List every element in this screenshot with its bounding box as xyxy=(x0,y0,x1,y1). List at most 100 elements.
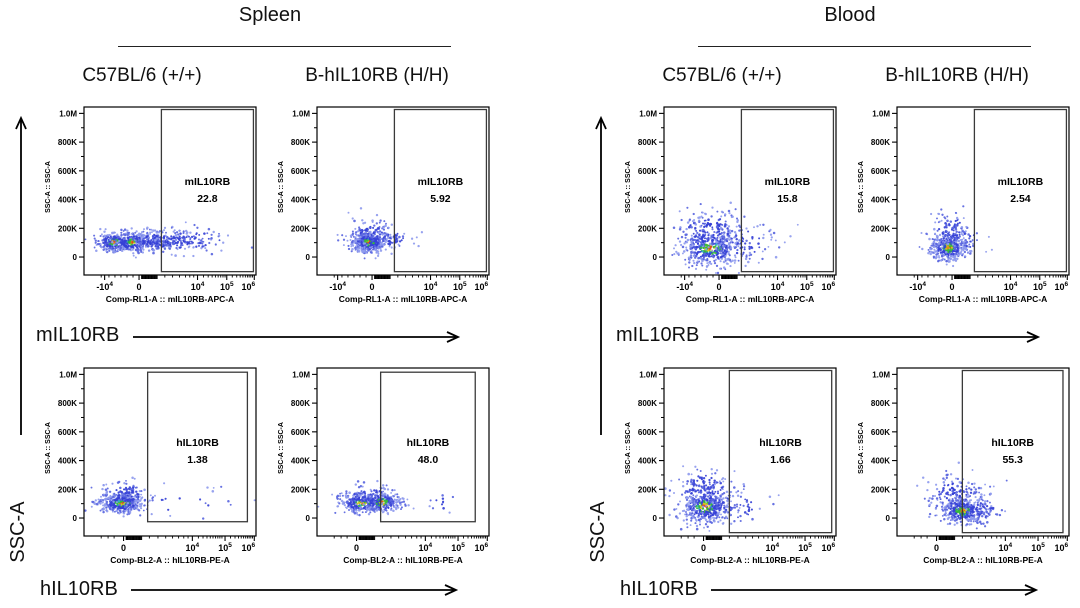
plot-spleen-wt-hil10rb: 0 200K 400K 600K 800K 1.0M SSC-A :: SSC-A 0 104 1… xyxy=(40,358,272,570)
svg-text:mIL10RB: mIL10RB xyxy=(765,176,811,188)
svg-text:SSC-A :: SSC-A: SSC-A :: SSC-A xyxy=(278,161,285,213)
panel-title-spleen: Spleen xyxy=(238,4,302,26)
svg-text:1.0M: 1.0M xyxy=(872,109,890,118)
svg-text:1.0M: 1.0M xyxy=(292,370,310,379)
svg-text:200K: 200K xyxy=(638,224,657,233)
svg-text:0: 0 xyxy=(717,282,722,292)
svg-text:1.0M: 1.0M xyxy=(639,109,657,118)
svg-text:0: 0 xyxy=(137,282,142,292)
svg-text:Comp-RL1-A :: mIL10RB-APC-A: Comp-RL1-A :: mIL10RB-APC-A xyxy=(106,294,235,304)
x-axis-arrow-label-mil10rb: mIL10RB xyxy=(616,324,700,346)
svg-text:0: 0 xyxy=(886,253,891,262)
right-arrow-icon xyxy=(133,331,461,343)
svg-text:15.8: 15.8 xyxy=(777,193,798,205)
svg-text:104: 104 xyxy=(1004,281,1018,292)
svg-text:800K: 800K xyxy=(291,138,310,147)
svg-text:Comp-RL1-A :: mIL10RB-APC-A: Comp-RL1-A :: mIL10RB-APC-A xyxy=(919,294,1048,304)
svg-text:106: 106 xyxy=(241,281,255,292)
x-axis-arrow-label-hil10rb: hIL10RB xyxy=(40,578,118,600)
svg-text:600K: 600K xyxy=(58,167,77,176)
svg-text:0: 0 xyxy=(653,514,658,523)
plot-blood-hh-hil10rb: 0 200K 400K 600K 800K 1.0M SSC-A :: SSC-A 0 104 1… xyxy=(853,358,1080,570)
svg-text:1.0M: 1.0M xyxy=(59,370,77,379)
title-underline xyxy=(118,46,451,47)
column-header-c57bl6: C57BL/6 (+/+) xyxy=(662,65,782,86)
svg-text:105: 105 xyxy=(800,281,814,292)
svg-text:104: 104 xyxy=(424,281,438,292)
svg-text:600K: 600K xyxy=(291,428,310,437)
svg-text:Comp-BL2-A :: hIL10RB-PE-A: Comp-BL2-A :: hIL10RB-PE-A xyxy=(110,555,230,565)
svg-text:1.66: 1.66 xyxy=(770,454,791,466)
svg-text:hIL10RB: hIL10RB xyxy=(407,437,450,449)
svg-text:200K: 200K xyxy=(58,224,77,233)
svg-text:Comp-RL1-A :: mIL10RB-APC-A: Comp-RL1-A :: mIL10RB-APC-A xyxy=(339,294,468,304)
svg-text:200K: 200K xyxy=(58,485,77,494)
svg-text:104: 104 xyxy=(191,281,205,292)
svg-text:200K: 200K xyxy=(291,485,310,494)
svg-text:Comp-BL2-A :: hIL10RB-PE-A: Comp-BL2-A :: hIL10RB-PE-A xyxy=(343,555,463,565)
column-header-bhil10rb: B-hIL10RB (H/H) xyxy=(885,65,1029,86)
svg-text:400K: 400K xyxy=(58,196,77,205)
svg-text:400K: 400K xyxy=(291,457,310,466)
svg-text:Comp-RL1-A :: mIL10RB-APC-A: Comp-RL1-A :: mIL10RB-APC-A xyxy=(686,294,815,304)
svg-text:800K: 800K xyxy=(58,138,77,147)
up-arrow-icon xyxy=(15,115,27,435)
column-header-c57bl6: C57BL/6 (+/+) xyxy=(82,65,202,86)
svg-text:400K: 400K xyxy=(871,457,890,466)
svg-text:1.0M: 1.0M xyxy=(292,109,310,118)
svg-text:0: 0 xyxy=(701,543,706,553)
plot-spleen-wt-mil10rb: 0 200K 400K 600K 800K 1.0M SSC-A :: SSC-A -104 0… xyxy=(40,97,272,309)
svg-text:600K: 600K xyxy=(638,167,657,176)
svg-text:0: 0 xyxy=(370,282,375,292)
svg-text:2.54: 2.54 xyxy=(1010,193,1031,205)
svg-text:600K: 600K xyxy=(871,428,890,437)
svg-text:106: 106 xyxy=(821,281,835,292)
svg-text:106: 106 xyxy=(474,542,488,553)
svg-text:22.8: 22.8 xyxy=(197,193,218,205)
svg-text:800K: 800K xyxy=(291,399,310,408)
svg-text:-104: -104 xyxy=(909,281,926,292)
svg-text:SSC-A :: SSC-A: SSC-A :: SSC-A xyxy=(858,161,865,213)
svg-text:200K: 200K xyxy=(871,485,890,494)
svg-text:800K: 800K xyxy=(638,138,657,147)
svg-text:200K: 200K xyxy=(871,224,890,233)
panel-title-blood: Blood xyxy=(824,4,876,26)
svg-text:-104: -104 xyxy=(96,281,113,292)
svg-text:800K: 800K xyxy=(871,138,890,147)
y-axis-arrow-label-ssc-a: SSC-A xyxy=(587,501,609,563)
svg-text:-104: -104 xyxy=(676,281,693,292)
svg-text:SSC-A :: SSC-A: SSC-A :: SSC-A xyxy=(45,161,52,213)
right-arrow-icon xyxy=(131,584,459,596)
svg-text:mIL10RB: mIL10RB xyxy=(998,176,1044,188)
svg-text:106: 106 xyxy=(241,542,255,553)
svg-text:106: 106 xyxy=(1054,281,1068,292)
column-header-bhil10rb: B-hIL10RB (H/H) xyxy=(305,65,449,86)
svg-text:0: 0 xyxy=(73,514,78,523)
svg-text:0: 0 xyxy=(121,543,126,553)
svg-text:1.0M: 1.0M xyxy=(872,370,890,379)
svg-text:hIL10RB: hIL10RB xyxy=(759,437,802,449)
svg-text:0: 0 xyxy=(950,282,955,292)
svg-text:SSC-A :: SSC-A: SSC-A :: SSC-A xyxy=(625,422,632,474)
svg-text:5.92: 5.92 xyxy=(430,193,451,205)
svg-text:600K: 600K xyxy=(58,428,77,437)
svg-text:200K: 200K xyxy=(638,485,657,494)
svg-text:800K: 800K xyxy=(58,399,77,408)
svg-text:105: 105 xyxy=(220,281,234,292)
svg-text:1.0M: 1.0M xyxy=(639,370,657,379)
svg-text:mIL10RB: mIL10RB xyxy=(418,176,464,188)
y-axis-arrow-label-ssc-a: SSC-A xyxy=(7,501,29,563)
plot-blood-hh-mil10rb: 0 200K 400K 600K 800K 1.0M SSC-A :: SSC-A -104 0… xyxy=(853,97,1080,309)
svg-text:400K: 400K xyxy=(638,196,657,205)
x-axis-arrow-label-hil10rb: hIL10RB xyxy=(620,578,698,600)
title-underline xyxy=(698,46,1031,47)
up-arrow-icon xyxy=(595,115,607,435)
svg-text:200K: 200K xyxy=(291,224,310,233)
svg-text:800K: 800K xyxy=(871,399,890,408)
svg-text:104: 104 xyxy=(766,542,780,553)
svg-text:hIL10RB: hIL10RB xyxy=(176,437,219,449)
svg-text:mIL10RB: mIL10RB xyxy=(185,176,231,188)
svg-text:0: 0 xyxy=(653,253,658,262)
plot-blood-wt-hil10rb: 0 200K 400K 600K 800K 1.0M SSC-A :: SSC-A 0 104 1… xyxy=(620,358,852,570)
